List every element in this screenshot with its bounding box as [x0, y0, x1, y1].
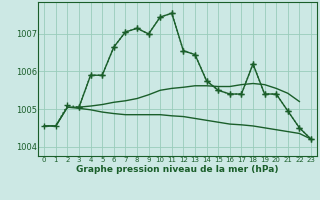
X-axis label: Graphe pression niveau de la mer (hPa): Graphe pression niveau de la mer (hPa) [76, 165, 279, 174]
